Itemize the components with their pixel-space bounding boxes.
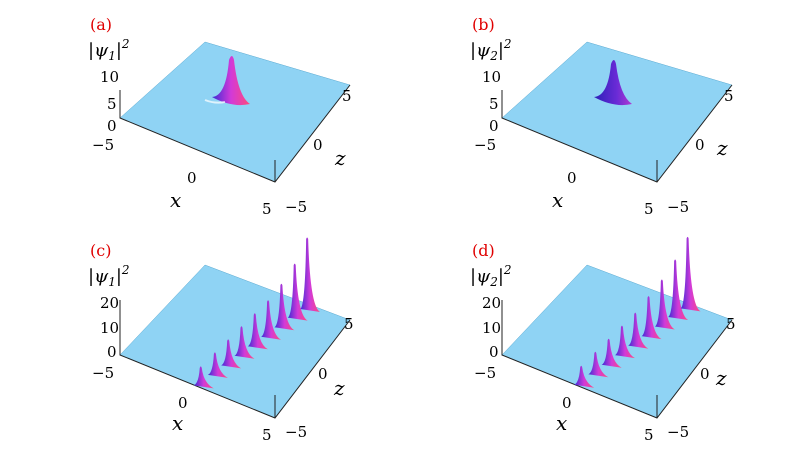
x-tick: 5: [262, 426, 272, 444]
y-tick: 0: [313, 136, 323, 154]
soliton-peak: [574, 365, 595, 388]
axis-box-edge: [501, 300, 733, 419]
soliton-peak: [601, 338, 622, 368]
axis-box-edge: [119, 84, 351, 183]
peak-group: [594, 60, 632, 106]
axis-box-edge: [119, 300, 351, 419]
z-tick: 20: [100, 294, 119, 312]
z-tick: 0: [489, 117, 499, 135]
z-tick: 0: [107, 343, 117, 361]
soliton-peak: [300, 237, 321, 313]
axis-box-edge: [501, 84, 733, 183]
z-tick: 5: [107, 95, 117, 113]
z-tick: 5: [489, 95, 499, 113]
x-tick: 5: [262, 200, 272, 218]
x-tick: −5: [92, 364, 114, 382]
soliton-peak: [668, 259, 689, 321]
soliton-peak: [221, 339, 242, 369]
y-tick: 0: [318, 365, 328, 383]
y-tick: −5: [285, 423, 307, 441]
panel-a: (a) |ψ1|2 10 5 0 −5 0 5 x −5 0 5 z: [88, 15, 352, 218]
z-tick: 20: [482, 294, 501, 312]
soliton-peak: [193, 366, 214, 389]
x-tick: −5: [92, 136, 114, 154]
panel-d: (d) |ψ2|2 20 10 0 −5 0 5 x −5 0 5 z: [470, 236, 736, 444]
x-tick: 0: [562, 394, 572, 412]
soliton-peak: [614, 325, 635, 359]
x-axis-label: x: [172, 411, 183, 435]
surface-plane: [501, 264, 733, 419]
soliton-peak: [261, 300, 282, 340]
y-axis-label: z: [715, 366, 727, 390]
x-tick: 0: [187, 169, 197, 187]
y-tick: −5: [285, 198, 307, 216]
panel-b: (b) |ψ2|2 10 5 0 −5 0 5 x −5 0 5 z: [470, 15, 734, 218]
panel-label: (d): [472, 241, 495, 260]
x-axis-label: x: [552, 188, 563, 212]
z-tick: 0: [107, 117, 117, 135]
y-tick: 0: [695, 136, 705, 154]
y-tick: 5: [724, 87, 734, 105]
y-tick: 0: [700, 365, 710, 383]
peak-train: [574, 236, 701, 388]
soliton-peak: [628, 312, 649, 349]
y-axis-label: z: [716, 136, 728, 160]
panel-label: (b): [472, 15, 495, 34]
surface-plane: [501, 41, 733, 183]
z-axis-label: |ψ2|2: [470, 263, 512, 289]
peak-train: [193, 237, 321, 389]
z-tick: 0: [489, 343, 499, 361]
surface-peak: [594, 60, 632, 106]
z-tick: 10: [100, 319, 119, 337]
z-tick: 10: [482, 68, 501, 86]
z-axis-label: |ψ1|2: [88, 263, 130, 289]
soliton-peak: [234, 326, 255, 359]
surface-plane: [119, 41, 351, 183]
y-axis-label: z: [333, 376, 345, 400]
z-tick: 10: [100, 68, 119, 86]
soliton-peak: [274, 283, 295, 331]
soliton-peak: [641, 296, 662, 340]
surface-peak: [212, 56, 250, 106]
soliton-peak: [207, 352, 228, 378]
soliton-peak: [287, 263, 308, 321]
soliton-peak: [247, 313, 268, 350]
y-tick: 5: [344, 315, 354, 333]
x-tick: 0: [178, 394, 188, 412]
panel-label: (a): [90, 15, 112, 34]
surface-peak-shadow: [204, 99, 226, 104]
x-tick: 0: [567, 169, 577, 187]
x-tick: −5: [474, 136, 496, 154]
y-axis-label: z: [334, 146, 346, 170]
x-tick: −5: [474, 364, 496, 382]
x-tick: 5: [644, 200, 654, 218]
soliton-peak: [654, 279, 675, 330]
panel-c: (c) |ψ1|2 20 10 0 −5 0 5 x −5 0 5 z: [88, 237, 354, 444]
y-tick: −5: [667, 198, 689, 216]
y-tick: −5: [667, 423, 689, 441]
surface-plane: [119, 264, 351, 419]
x-axis-label: x: [556, 411, 567, 435]
z-axis-label: |ψ1|2: [88, 37, 130, 63]
z-tick: 10: [482, 319, 501, 337]
z-axis-label: |ψ2|2: [470, 37, 512, 63]
x-axis-label: x: [170, 188, 181, 212]
y-tick: 5: [342, 87, 352, 105]
x-tick: 5: [644, 426, 654, 444]
soliton-peak: [680, 236, 701, 312]
soliton-peak: [588, 351, 609, 378]
peak-group: [204, 56, 250, 106]
panel-label: (c): [90, 241, 111, 260]
y-tick: 5: [726, 315, 736, 333]
